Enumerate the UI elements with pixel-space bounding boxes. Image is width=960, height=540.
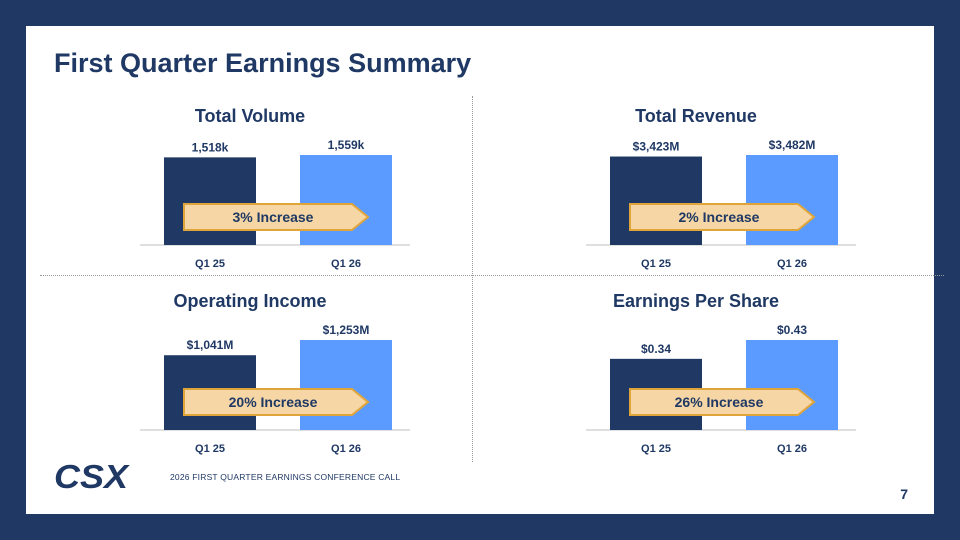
category-label: Q1 26: [777, 258, 807, 270]
category-label: Q1 25: [195, 258, 225, 270]
category-label: Q1 26: [777, 443, 807, 455]
chart-panel-earnings-per-share: Earnings Per Share $0.34 Q1 25 $0.43 Q1 26 2…: [566, 291, 896, 471]
chart-title: Total Revenue: [635, 106, 757, 126]
chart-svg: $0.34 Q1 25 $0.43 Q1 26 26% Increase: [586, 323, 856, 455]
increase-arrow: [183, 388, 370, 416]
increase-label: 20% Increase: [229, 394, 318, 410]
category-label: Q1 26: [331, 443, 361, 455]
chart-title: Operating Income: [173, 291, 327, 311]
category-label: Q1 25: [641, 443, 671, 455]
increase-label: 26% Increase: [675, 394, 764, 410]
vertical-divider: [472, 96, 473, 462]
chart-panel-total-revenue: Total Revenue $3,423M Q1 25 $3,482M Q1 26 2%…: [566, 106, 896, 286]
value-label: $3,423M: [633, 140, 680, 154]
chart-svg: $3,423M Q1 25 $3,482M Q1 26 2% Increase: [586, 138, 856, 270]
bar-q1-25: [610, 156, 702, 245]
slide: First Quarter Earnings Summary Total Vol…: [26, 26, 944, 514]
bar-q1-25: [164, 157, 256, 245]
increase-arrow: [629, 203, 816, 231]
bar-q1-26: [300, 155, 392, 245]
bar-q1-26: [746, 340, 838, 430]
increase-arrow: [629, 388, 816, 416]
csx-logo: CSX: [54, 460, 130, 492]
chart-svg: $1,041M Q1 25 $1,253M Q1 26 20% Increase: [140, 323, 410, 455]
chart-panel-total-volume: Total Volume 1,518k Q1 25 1,559k Q1 26 3% In…: [120, 106, 450, 286]
increase-label: 3% Increase: [233, 209, 314, 225]
value-label: 1,559k: [328, 138, 365, 152]
increase-arrow: [183, 203, 370, 231]
value-label: 1,518k: [192, 140, 229, 154]
value-label: $1,253M: [323, 323, 370, 337]
page-title: First Quarter Earnings Summary: [54, 48, 472, 78]
category-label: Q1 26: [331, 258, 361, 270]
value-label: $0.34: [641, 342, 671, 356]
category-label: Q1 25: [641, 258, 671, 270]
chart-title: Earnings Per Share: [612, 291, 780, 311]
horizontal-divider: [40, 275, 944, 276]
value-label: $3,482M: [769, 138, 816, 152]
chart-svg: 1,518k Q1 25 1,559k Q1 26 3% Increase: [140, 138, 410, 270]
category-label: Q1 25: [195, 443, 225, 455]
page-number: 7: [900, 486, 908, 502]
value-label: $1,041M: [187, 338, 234, 352]
svg-text:CSX: CSX: [54, 460, 130, 492]
bar-q1-26: [300, 340, 392, 430]
chart-title: Total Volume: [194, 106, 306, 126]
bar-q1-26: [746, 155, 838, 245]
value-label: $0.43: [777, 323, 807, 337]
increase-label: 2% Increase: [679, 209, 760, 225]
footer-text: 2026 FIRST QUARTER EARNINGS CONFERENCE C…: [170, 472, 401, 482]
chart-panel-operating-income: Operating Income $1,041M Q1 25 $1,253M Q1 2…: [120, 291, 450, 471]
